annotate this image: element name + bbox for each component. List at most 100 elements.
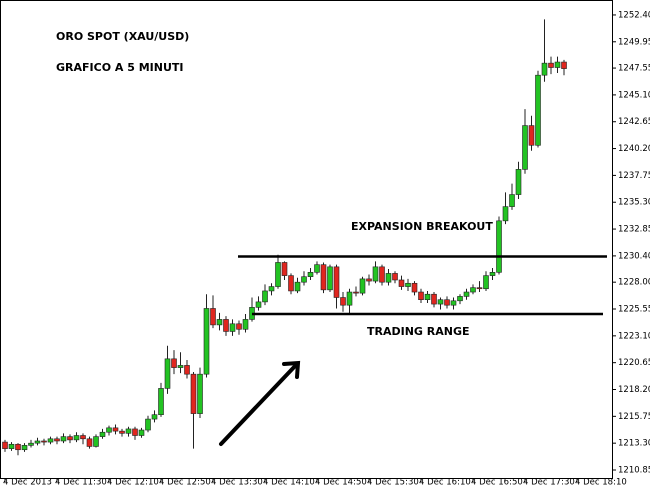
- x-tick-label: 4 Dec 14:50: [315, 478, 367, 488]
- candle-body: [268, 286, 275, 292]
- candle-body: [483, 275, 489, 290]
- candle-body: [431, 293, 437, 305]
- candle-body: [242, 319, 249, 330]
- candle-body: [275, 262, 281, 287]
- y-tick-label: 1220.65: [618, 358, 650, 368]
- candle-body: [372, 266, 379, 282]
- candle-body: [535, 74, 541, 146]
- y-tick-label: 1240.20: [618, 144, 650, 154]
- y-tick-label: 1235.30: [618, 198, 650, 208]
- candle-body: [528, 125, 535, 146]
- candle-body: [502, 206, 509, 222]
- candle-body: [171, 358, 177, 368]
- candle-body: [548, 62, 554, 68]
- candle-body: [346, 291, 353, 306]
- y-tick-label: 1245.10: [618, 90, 650, 100]
- candle-body: [561, 61, 567, 69]
- candle-body: [327, 266, 333, 291]
- candle-body: [28, 442, 34, 446]
- candle-body: [41, 440, 47, 443]
- candle-body: [21, 445, 28, 451]
- candle-body: [34, 440, 41, 444]
- candle-body: [197, 373, 203, 414]
- candle-body: [333, 266, 340, 298]
- x-tick-label: 4 Dec 12:10: [107, 478, 159, 488]
- y-tick-label: 1210.85: [618, 466, 650, 476]
- candle-body: [450, 300, 457, 306]
- y-tick-label: 1215.75: [618, 412, 650, 422]
- x-tick-label: 4 Dec 16:10: [419, 478, 471, 488]
- candle-body: [509, 194, 515, 207]
- candle-body: [47, 438, 54, 443]
- candle-body: [67, 436, 73, 441]
- x-tick-label: 4 Dec 11:30: [55, 478, 107, 488]
- candle-body: [496, 220, 502, 273]
- x-tick-label: 4 Dec 17:30: [523, 478, 575, 488]
- candle-body: [229, 323, 236, 332]
- candle-body: [379, 266, 385, 283]
- x-tick-label: 4 Dec 18:10: [575, 478, 627, 488]
- candle-body: [515, 169, 522, 195]
- candle-body: [489, 272, 496, 276]
- chart-subtitle: GRAFICO A 5 MINUTI: [56, 61, 183, 74]
- candle-body: [138, 429, 145, 436]
- y-tick-label: 1242.65: [618, 117, 650, 127]
- candle-body: [366, 278, 372, 282]
- candle-body: [405, 282, 411, 287]
- chart-title: ORO SPOT (XAU/USD): [56, 30, 189, 43]
- y-tick-label: 1218.20: [618, 385, 650, 395]
- candle-body: [210, 308, 216, 326]
- candle-body: [418, 291, 424, 301]
- candle-body: [392, 273, 398, 281]
- candle-body: [99, 431, 106, 437]
- candle-body: [216, 319, 223, 326]
- y-tick-label: 1249.95: [618, 37, 650, 47]
- candle-body: [164, 358, 171, 389]
- candle-body: [437, 299, 444, 305]
- candle-body: [424, 293, 431, 301]
- candle-body: [184, 365, 190, 375]
- candle-body: [73, 435, 80, 441]
- y-tick-label: 1228.00: [618, 278, 650, 288]
- x-tick-label: 4 Dec 13:30: [211, 478, 263, 488]
- x-tick-label: 4 Dec 16:50: [471, 478, 523, 488]
- candle-body: [106, 427, 112, 433]
- annotation: TRADING RANGE: [367, 325, 470, 338]
- candle-body: [320, 264, 327, 291]
- candle-body: [294, 281, 301, 292]
- y-tick-label: 1230.40: [618, 251, 650, 261]
- candle-body: [223, 319, 229, 332]
- candle-body: [60, 436, 67, 442]
- x-tick-label: 4 Dec 12:50: [159, 478, 211, 488]
- candle-body: [307, 272, 314, 278]
- candle-body: [255, 301, 262, 308]
- candle-body: [2, 441, 8, 449]
- candle-body: [86, 438, 93, 447]
- candle-body: [281, 262, 288, 276]
- x-tick-label: 4 Dec 15:30: [367, 478, 419, 488]
- candle-body: [158, 388, 164, 415]
- candle-body: [8, 443, 15, 449]
- candle-body: [411, 282, 418, 293]
- candle-body: [132, 428, 138, 436]
- candle-body: [476, 287, 483, 290]
- candle-body: [314, 264, 320, 273]
- candle-body: [112, 427, 119, 432]
- candle-body: [203, 308, 210, 375]
- candle-body: [151, 414, 158, 420]
- candle-body: [288, 275, 294, 292]
- candle-body: [301, 276, 307, 283]
- y-tick-label: 1223.10: [618, 331, 650, 341]
- candle-body: [236, 323, 242, 330]
- y-tick-label: 1232.85: [618, 225, 650, 235]
- plot-frame: [0, 0, 613, 479]
- candle-body: [359, 278, 366, 294]
- candle-body: [93, 436, 99, 447]
- x-tick-label: 4 Dec 14:10: [263, 478, 315, 488]
- candle-body: [80, 435, 86, 440]
- y-tick-label: 1247.55: [618, 64, 650, 74]
- candle-body: [54, 438, 60, 442]
- candle-body: [444, 299, 450, 306]
